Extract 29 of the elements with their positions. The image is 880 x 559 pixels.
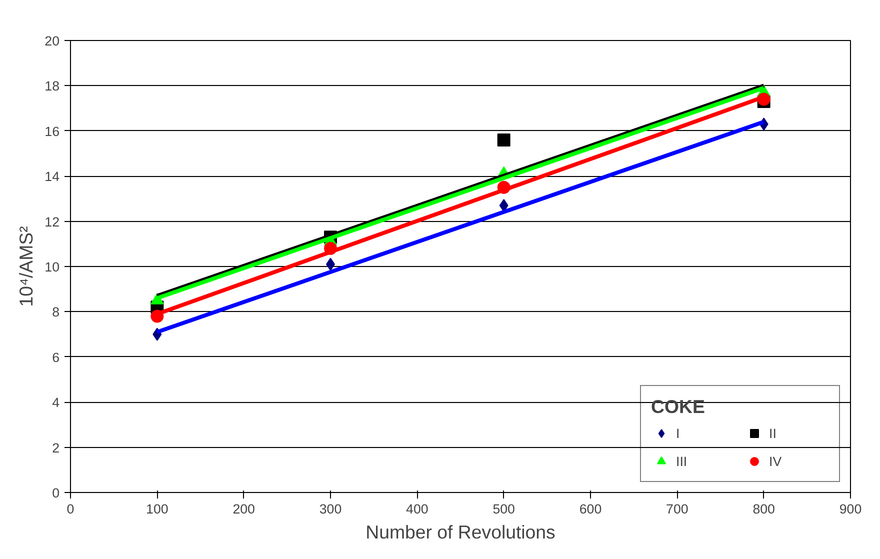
y-tick-label: 14 [44,169,60,184]
y-tick-label: 4 [52,395,60,410]
y-tick-label: 0 [52,486,60,500]
y-tick-label: 6 [52,350,60,365]
legend-label: I [676,426,681,440]
x-tick-label: 800 [752,502,775,516]
y-tick-label: 20 [44,34,60,48]
x-tick-label: 400 [406,502,428,516]
point [499,198,508,212]
x-tick-label: 900 [839,502,862,516]
y-axis-title: 10⁴/AMS² [16,226,37,307]
y-tick-label: 18 [44,78,60,94]
x-axis-title: Number of Revolutions [366,522,556,542]
legend-label: II [769,426,778,440]
point [497,133,510,146]
y-tick-label: 10 [44,260,60,274]
x-tick-label: 600 [579,502,602,516]
y-tick-label: 12 [44,214,60,230]
x-tick-label: 500 [492,502,515,516]
y-tick-label: 2 [52,440,60,456]
x-tick-label: 700 [666,502,688,516]
x-tick-label: 200 [232,502,255,516]
legend-label: IV [769,454,783,468]
x-tick-label: 0 [66,502,74,516]
legend-label: III [676,454,688,468]
y-tick-label: 8 [52,304,60,320]
x-tick-label: 100 [146,502,168,516]
x-tick-label: 300 [319,502,342,516]
y-tick-label: 16 [44,124,60,139]
